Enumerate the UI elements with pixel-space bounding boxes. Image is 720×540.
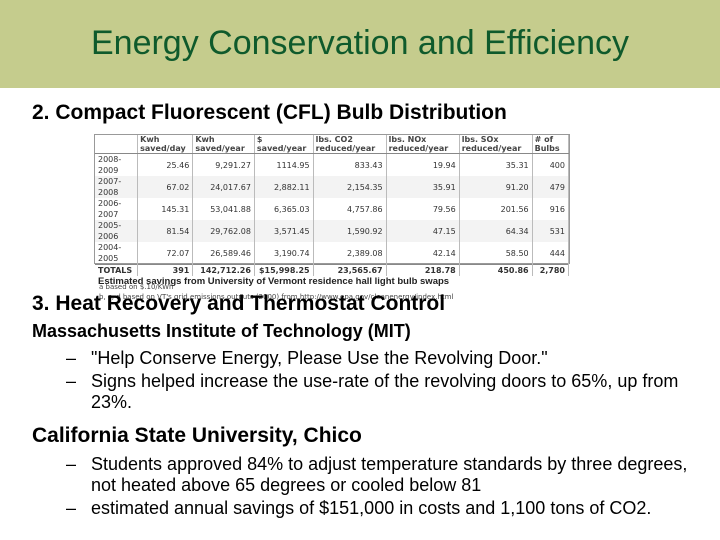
dash-bullet: – [66, 371, 77, 391]
table-row: 2005-2006 81.54 29,762.08 3,571.45 1,590.92 4… [95, 220, 570, 242]
table-footnote: b, c, d based on VT's grid emissions out… [99, 293, 454, 301]
table-row: 2006-2007 145.31 53,041.88 6,365.03 4,757.86… [95, 198, 570, 220]
table-header-row: Kwh saved/day Kwh saved/year $ saved/yea… [95, 135, 570, 154]
table-body: 2008-2009 25.46 9,291.27 1114.95 833.43 19.94… [95, 153, 570, 276]
table-header: Kwh saved/year [192, 135, 255, 154]
table-cell: 91.20 [459, 176, 533, 198]
csu-bullet-list: – Students approved 84% to adjust temper… [66, 454, 706, 521]
table-cell: 2,154.35 [313, 176, 387, 198]
table-cell: 4,757.86 [313, 198, 387, 220]
bullet-text: Students approved 84% to adjust temperat… [91, 454, 688, 495]
csu-heading: California State University, Chico [32, 424, 362, 447]
table-cell: 2,882.11 [254, 176, 314, 198]
table-cell: 2008-2009 [95, 153, 139, 176]
list-item: – Students approved 84% to adjust temper… [66, 454, 706, 496]
table-cell: 218.78 [386, 264, 460, 276]
table-cell: 2,780 [532, 264, 570, 276]
slide-title: Energy Conservation and Efficiency [90, 24, 629, 62]
table-cell: 19.94 [386, 153, 460, 176]
table-cell: 400 [532, 153, 570, 176]
bullet-text: Signs helped increase the use-rate of th… [91, 371, 679, 412]
table-cell: 47.15 [386, 220, 460, 242]
table-cell: $15,998.25 [254, 264, 314, 276]
table-row: 2008-2009 25.46 9,291.27 1114.95 833.43 19.94… [95, 153, 570, 176]
dash-bullet: – [66, 498, 77, 518]
section-3-heading: 3. Heat Recovery and Thermostat Control [32, 292, 446, 315]
table-cell: 2004-2005 [95, 242, 139, 265]
table-cell: 53,041.88 [192, 198, 255, 220]
table-totals-row: TOTALS 391 142,712.26 $15,998.25 23,565.67 21… [95, 264, 570, 276]
table-cell: 64.34 [459, 220, 533, 242]
savings-table-image: Kwh saved/day Kwh saved/year $ saved/yea… [94, 134, 570, 301]
table-cell: 42.14 [386, 242, 460, 265]
table-cell: 81.54 [137, 220, 194, 242]
table-cell: 72.07 [137, 242, 194, 265]
table-cell: 479 [532, 176, 570, 198]
table-cell: 67.02 [137, 176, 194, 198]
table-cell: 26,589.46 [192, 242, 255, 265]
table-header: lbs. NOx reduced/year [386, 135, 460, 154]
table-cell: 9,291.27 [192, 153, 255, 176]
dash-bullet: – [66, 348, 77, 368]
bullet-text: "Help Conserve Energy, Please Use the Re… [91, 348, 548, 368]
table-caption: Estimated savings from University of Ver… [98, 276, 450, 287]
table-cell: TOTALS [95, 264, 139, 276]
mit-heading: Massachusetts Institute of Technology (M… [32, 321, 411, 341]
title-band [0, 0, 720, 88]
table-cell: 444 [532, 242, 570, 265]
list-item: – estimated annual savings of $151,000 i… [66, 498, 706, 519]
table-cell: 6,365.03 [254, 198, 314, 220]
table-header: # of Bulbs [532, 135, 570, 154]
table-cell: 58.50 [459, 242, 533, 265]
table-cell: 23,565.67 [313, 264, 387, 276]
table-cell: 201.56 [459, 198, 533, 220]
table-header [95, 135, 139, 154]
table-cell: 35.91 [386, 176, 460, 198]
table-cell: 145.31 [137, 198, 194, 220]
table-cell: 833.43 [313, 153, 387, 176]
section-2-heading: 2. Compact Fluorescent (CFL) Bulb Distri… [32, 101, 507, 124]
table-cell: 29,762.08 [192, 220, 255, 242]
table-cell: 2,389.08 [313, 242, 387, 265]
table-header: lbs. CO2 reduced/year [313, 135, 387, 154]
table-cell: 2005-2006 [95, 220, 139, 242]
table-cell: 24,017.67 [192, 176, 255, 198]
table-cell: 531 [532, 220, 570, 242]
table-cell: 2006-2007 [95, 198, 139, 220]
bullet-text: estimated annual savings of $151,000 in … [91, 498, 652, 518]
table-header: $ saved/year [254, 135, 314, 154]
table-row: 2004-2005 72.07 26,589.46 3,190.74 2,389.08 4… [95, 242, 570, 265]
table-cell: 1114.95 [254, 153, 314, 176]
table-row: 2007-2008 67.02 24,017.67 2,882.11 2,154.35 3… [95, 176, 570, 198]
table-footnote: a based on $.10/KWh [99, 283, 174, 291]
table-cell: 1,590.92 [313, 220, 387, 242]
table-cell: 3,190.74 [254, 242, 314, 265]
dash-bullet: – [66, 454, 77, 474]
table-cell: 2007-2008 [95, 176, 139, 198]
table-cell: 25.46 [137, 153, 194, 176]
table-cell: 450.86 [459, 264, 533, 276]
table-cell: 142,712.26 [192, 264, 255, 276]
table-header: Kwh saved/day [137, 135, 194, 154]
list-item: – Signs helped increase the use-rate of … [66, 371, 706, 413]
table-cell: 916 [532, 198, 570, 220]
table-cell: 3,571.45 [254, 220, 314, 242]
savings-table: Kwh saved/day Kwh saved/year $ saved/yea… [95, 135, 570, 276]
table-cell: 79.56 [386, 198, 460, 220]
table-header: lbs. SOx reduced/year [459, 135, 533, 154]
mit-bullet-list: – "Help Conserve Energy, Please Use the … [66, 348, 706, 415]
table-cell: 35.31 [459, 153, 533, 176]
table-cell: 391 [137, 264, 194, 276]
list-item: – "Help Conserve Energy, Please Use the … [66, 348, 706, 369]
